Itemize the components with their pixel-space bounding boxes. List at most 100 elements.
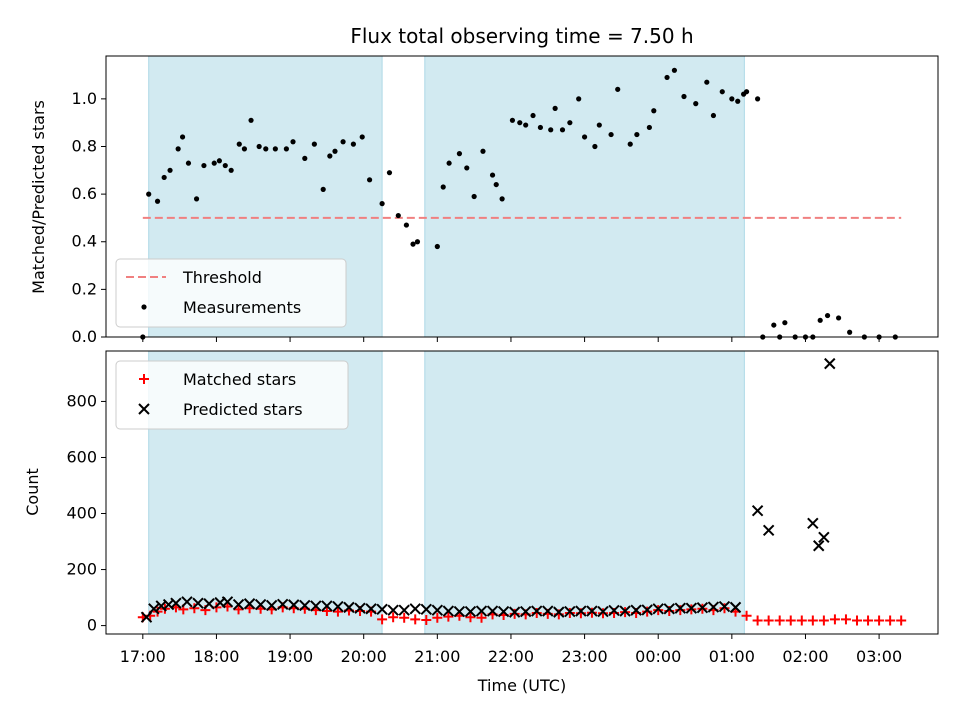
legend-label: Predicted stars [183,400,303,419]
predicted-star-point [751,505,764,517]
measurement-point [167,167,173,173]
x-tick-label: 21:00 [414,647,460,666]
predicted-star-point [203,598,215,610]
measurement-point [499,196,505,202]
measurement-point [146,191,152,197]
measurement-point [559,127,566,133]
predicted-star-point [192,597,204,609]
x-axis-label: Time (UTC) [477,676,566,695]
predicted-star-point [619,605,631,617]
predicted-star-point [431,604,444,616]
matched-star-point [443,611,454,622]
measurement-point [743,89,750,95]
predicted-star-point [718,600,731,613]
measurement-point [651,108,657,114]
measurement-point [201,162,207,169]
matched-star-point [465,612,476,623]
measurement-point [236,141,242,147]
matched-star-point [852,615,863,626]
y-tick-label: 400 [66,504,97,523]
predicted-star-point [288,599,300,611]
predicted-star-point [486,605,499,617]
measurement-point [581,134,588,140]
matched-star-point [796,615,807,626]
panel-frame [105,55,939,338]
predicted-star-point [420,603,432,616]
x-tick-label: 23:00 [562,647,608,666]
measurement-point [671,67,678,73]
x-tick-label: 20:00 [341,647,387,666]
measurement-point [664,74,670,81]
matched-star-point [741,610,752,621]
legend: Matched stars Predicted stars [115,360,349,430]
predicted-star-point [696,601,709,614]
predicted-star-point [221,596,234,608]
matched-star-point [818,615,829,626]
measurement-point [456,151,463,157]
measurement-point [771,322,777,328]
measurement-point [228,167,234,173]
measurement-point [222,162,228,169]
matched-star-point [752,615,763,626]
measurement-point [755,96,761,102]
measurement-point [634,131,640,138]
measurement-point [729,96,735,102]
predicted-star-point [542,605,554,617]
legend-label: Measurements [183,298,301,317]
measurement-point [719,89,725,95]
measurement-point [414,239,421,245]
legend: Threshold Measurements [115,258,347,328]
legend-predicted-swatch [138,403,150,415]
matched-star-point [829,614,840,625]
observing-interval-1 [424,55,745,338]
measurement-point [290,139,296,145]
predicted-star-point [343,601,355,614]
predicted-star-point [170,597,182,609]
matched-star-point [642,606,653,617]
measurement-point [847,329,853,335]
measurement-point [537,124,544,131]
matched-star-point [840,614,851,625]
matched-star-point [321,606,332,617]
predicted-star-point [608,604,620,617]
measurement-point [332,148,338,154]
predicted-star-point [332,600,344,613]
predicted-star-point [707,601,720,613]
matched-star-point [421,614,432,625]
measurement-point [493,181,499,188]
matched-star-point [763,615,774,626]
predicted-star-point [310,600,322,612]
measurement-point [154,198,161,204]
measurement-point [693,101,699,107]
matched-star-point [863,615,874,626]
measurement-point [248,117,254,123]
predicted-star-point [442,605,455,617]
measurement-point [576,96,582,102]
y-tick-label: 1.0 [72,89,97,108]
measurement-point [350,141,356,147]
predicted-star-point [824,357,836,370]
x-tick-label: 18:00 [193,647,239,666]
predicted-star-point [232,598,245,611]
measurement-point [471,193,477,200]
predicted-star-point [762,524,775,537]
matched-star-point [332,606,343,617]
measurement-point [523,122,529,128]
matched-star-point [597,608,608,619]
y-tick-label: 0.0 [72,327,97,346]
matched-star-point [509,608,520,619]
measurement-point [386,170,393,176]
predicted-star-point [181,596,193,608]
measurement-point [179,134,186,140]
measurement-point [627,141,633,147]
predicted-star-point [652,603,664,615]
predicted-star-point [398,604,410,616]
matched-star-point [586,607,597,618]
legend-label: Matched stars [183,370,296,389]
matched-star-point [233,604,244,615]
measurement-point [241,146,248,152]
measurement-point [311,141,317,147]
predicted-star-point [254,598,267,611]
measurement-point [608,131,614,138]
